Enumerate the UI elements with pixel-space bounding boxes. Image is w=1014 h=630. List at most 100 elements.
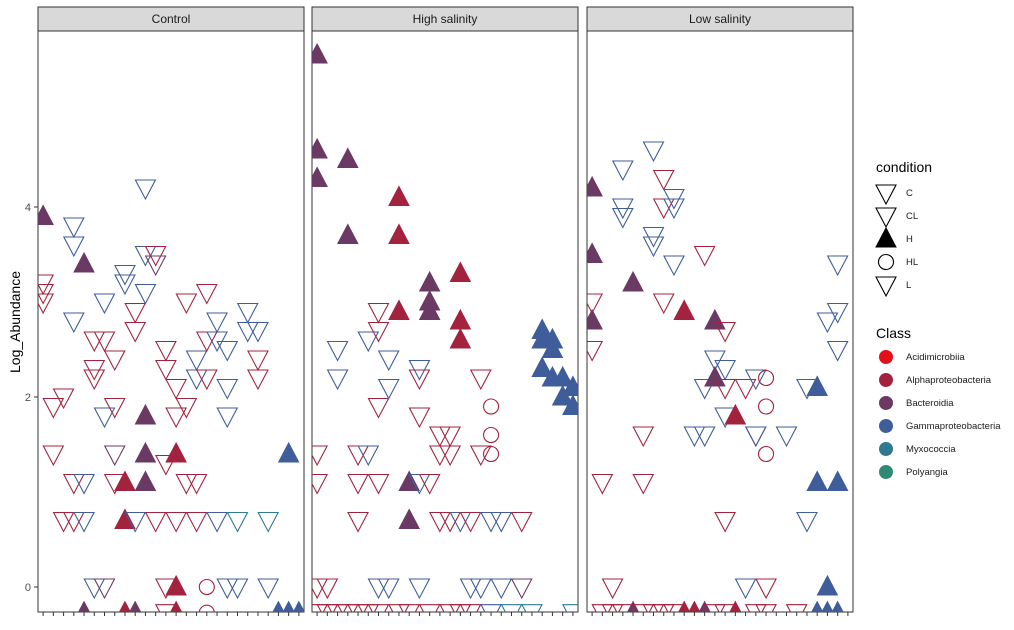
data-point bbox=[480, 604, 502, 612]
data-point bbox=[38, 293, 55, 315]
data-point bbox=[357, 331, 380, 353]
data-point bbox=[206, 511, 228, 533]
data-point bbox=[693, 245, 716, 267]
data-point bbox=[198, 604, 215, 612]
data-point bbox=[312, 42, 328, 64]
data-point bbox=[347, 511, 369, 533]
data-point bbox=[469, 369, 492, 391]
data-point bbox=[562, 394, 578, 415]
facet-strip bbox=[586, 6, 854, 32]
data-point bbox=[755, 604, 777, 612]
data-point bbox=[482, 426, 500, 444]
data-point bbox=[103, 350, 126, 372]
data-point bbox=[257, 511, 280, 533]
data-point bbox=[326, 369, 349, 391]
data-point bbox=[165, 574, 187, 596]
panel-markers bbox=[38, 179, 304, 612]
data-point bbox=[247, 321, 269, 343]
data-point bbox=[755, 578, 777, 600]
panel-low-salinity: Low salinity bbox=[586, 6, 854, 616]
legend-condition-label: CL bbox=[906, 211, 918, 222]
data-point bbox=[482, 445, 500, 463]
data-point bbox=[134, 283, 157, 305]
data-point bbox=[490, 511, 513, 533]
data-point bbox=[185, 350, 208, 372]
data-point bbox=[408, 369, 431, 391]
data-point bbox=[806, 375, 829, 396]
data-point bbox=[826, 255, 849, 277]
data-point bbox=[165, 378, 188, 400]
data-point bbox=[216, 378, 239, 400]
data-point bbox=[103, 397, 126, 419]
facet-strip-label: Low salinity bbox=[689, 12, 751, 26]
data-point bbox=[114, 470, 136, 491]
data-point bbox=[316, 578, 339, 600]
data-point bbox=[367, 302, 390, 324]
legend-condition-item: L bbox=[875, 276, 911, 298]
data-point bbox=[144, 255, 167, 277]
data-point bbox=[195, 369, 218, 391]
legend-layer: condition C CL H HL L Class Acidimicrobiia Alpha… bbox=[875, 159, 1001, 479]
facet-strip-label: Control bbox=[152, 12, 191, 26]
data-point bbox=[449, 327, 472, 349]
data-point bbox=[714, 359, 737, 381]
data-point bbox=[439, 445, 462, 467]
data-point bbox=[52, 388, 75, 410]
data-point bbox=[367, 604, 390, 612]
data-point bbox=[398, 604, 421, 612]
data-point bbox=[591, 473, 614, 495]
data-point bbox=[185, 511, 208, 533]
legend-class-item: Bacteroidia bbox=[879, 396, 954, 410]
data-point bbox=[652, 169, 675, 191]
data-point bbox=[561, 604, 578, 612]
data-point bbox=[469, 445, 492, 467]
data-point bbox=[312, 473, 329, 495]
data-point bbox=[124, 511, 147, 533]
legend-condition-item: HL bbox=[877, 253, 918, 271]
data-point bbox=[704, 308, 726, 330]
data-point bbox=[601, 578, 624, 600]
legend-swatch bbox=[879, 350, 893, 364]
panels-layer: Control High salinity Low salinity 0 2 4 bbox=[25, 6, 854, 616]
data-point bbox=[103, 445, 126, 467]
data-point bbox=[500, 604, 523, 612]
data-point bbox=[408, 407, 431, 429]
data-point bbox=[418, 299, 441, 320]
data-point bbox=[165, 511, 188, 533]
legend-class-label: Myxococcia bbox=[906, 444, 956, 455]
data-point bbox=[154, 604, 177, 612]
data-point bbox=[388, 223, 410, 244]
data-point bbox=[154, 359, 177, 381]
data-point bbox=[170, 600, 183, 612]
data-point bbox=[611, 160, 634, 182]
panel-markers bbox=[312, 42, 578, 612]
data-point bbox=[587, 340, 604, 362]
panel-markers bbox=[587, 141, 849, 612]
legend-condition-label: H bbox=[906, 234, 913, 245]
data-point bbox=[78, 600, 91, 612]
data-point bbox=[398, 508, 421, 529]
data-point bbox=[73, 251, 95, 273]
data-point bbox=[165, 441, 187, 463]
data-point bbox=[38, 204, 54, 225]
data-point bbox=[347, 473, 369, 495]
legend-symbol bbox=[875, 207, 897, 229]
data-point bbox=[388, 299, 410, 320]
legend-class-item: Alphaproteobacteria bbox=[879, 373, 992, 387]
data-point bbox=[587, 175, 603, 197]
legend-swatch bbox=[879, 373, 893, 387]
data-point bbox=[367, 321, 390, 343]
data-point bbox=[257, 578, 280, 600]
data-point bbox=[482, 398, 500, 415]
data-point bbox=[439, 426, 462, 448]
data-point bbox=[521, 604, 543, 612]
data-point bbox=[144, 511, 167, 533]
legend-condition-label: L bbox=[906, 280, 911, 291]
data-point bbox=[663, 198, 685, 220]
data-point bbox=[83, 369, 106, 391]
data-point bbox=[154, 454, 177, 476]
data-point bbox=[277, 441, 300, 463]
data-point bbox=[734, 578, 757, 600]
data-point bbox=[134, 441, 157, 463]
